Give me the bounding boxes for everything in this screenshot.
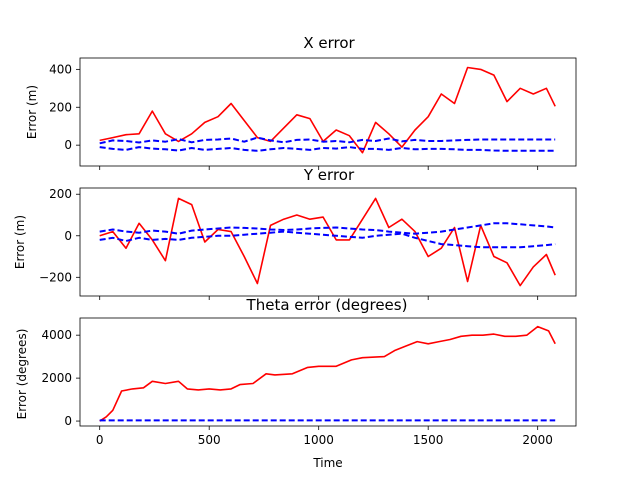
theta-error-axes-frame — [79, 317, 577, 427]
y-error-title: Y error — [303, 166, 355, 184]
x-tick-label: 2000 — [522, 433, 553, 447]
x-error-y-tick-label: 400 — [49, 62, 72, 76]
theta-error-y-tick-label: 4000 — [41, 328, 72, 342]
x-error-series-line-1 — [99, 136, 556, 145]
x-error-x-ticks — [99, 166, 539, 170]
x-error-title: X error — [303, 34, 355, 52]
x-tick-label: 1000 — [303, 433, 334, 447]
y-error-series — [99, 197, 556, 287]
theta-error-ylabel: Error (degrees) — [15, 329, 29, 420]
x-error-y-tick-label: 0 — [64, 138, 72, 152]
y-error-panel: Y error Error (m) −200 0 200 — [13, 166, 577, 300]
x-error-y-tick-label: 200 — [49, 100, 72, 114]
y-error-series-line-0 — [99, 197, 556, 287]
y-error-y-tick-label: −200 — [39, 270, 72, 284]
x-axis-label: Time — [312, 456, 342, 470]
x-error-series — [99, 66, 556, 154]
y-error-axes-frame — [79, 187, 577, 297]
y-error-series-line-2 — [99, 230, 556, 249]
theta-error-panel: Theta error (degrees) Error (degrees) 0 2… — [15, 296, 577, 447]
y-error-ylabel: Error (m) — [13, 215, 27, 269]
y-error-y-tick-label: 200 — [49, 187, 72, 201]
y-error-y-tick-label: 0 — [64, 229, 72, 243]
x-tick-label: 1500 — [413, 433, 444, 447]
y-error-y-ticks: −200 0 200 — [39, 187, 80, 284]
x-error-ylabel: Error (m) — [25, 85, 39, 139]
x-error-series-line-2 — [99, 146, 556, 152]
theta-error-series — [99, 325, 556, 422]
theta-error-y-tick-label: 2000 — [41, 371, 72, 385]
theta-error-y-tick-label: 0 — [64, 414, 72, 428]
y-error-x-ticks — [99, 296, 539, 300]
x-tick-label: 500 — [198, 433, 221, 447]
theta-error-series-line-0 — [99, 325, 556, 422]
y-error-series-line-1 — [99, 222, 556, 235]
x-tick-label: 0 — [96, 433, 104, 447]
x-error-y-ticks: 0 200 400 — [49, 62, 80, 152]
theta-error-title: Theta error (degrees) — [246, 296, 408, 314]
x-error-panel: X error Error (m) 0 200 400 — [25, 34, 577, 170]
x-error-axes-frame — [79, 57, 577, 167]
theta-error-x-ticks: 0 500 1000 1500 2000 — [96, 426, 553, 447]
theta-error-y-ticks: 0 2000 4000 — [41, 328, 80, 428]
